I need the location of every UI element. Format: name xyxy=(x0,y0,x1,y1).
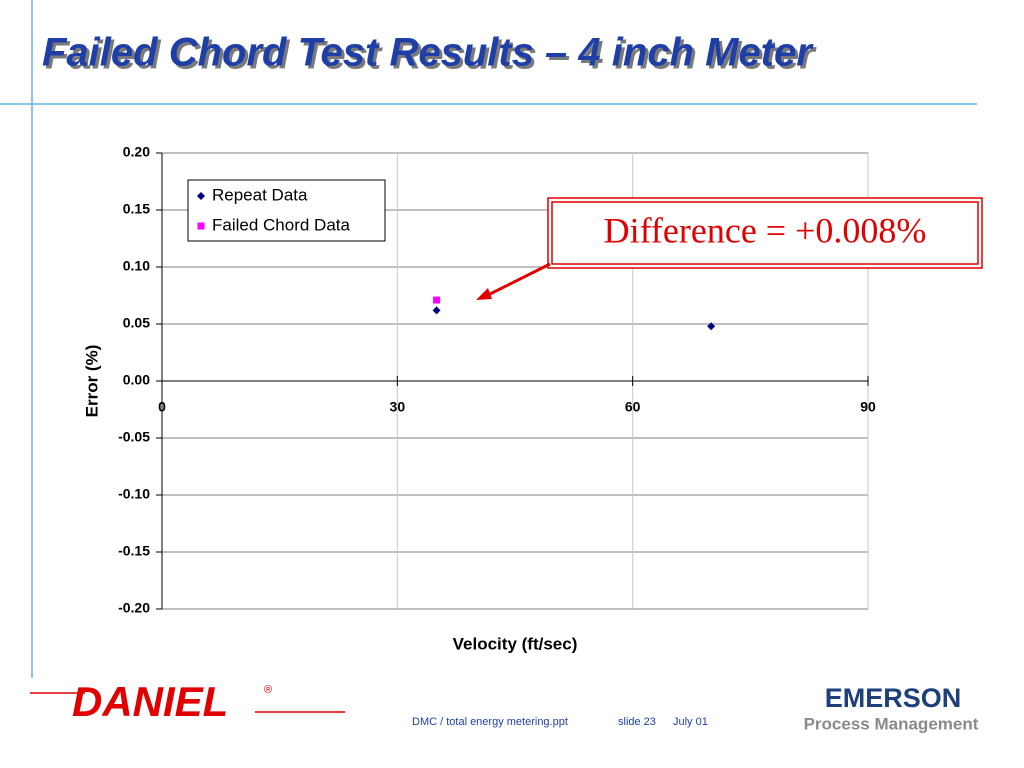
footer-date: July 01 xyxy=(673,716,708,728)
annotation-box xyxy=(547,197,983,269)
y-axis-title: Error (%) xyxy=(82,345,101,418)
y-tick-label: 0.20 xyxy=(123,144,150,160)
x-tick-label: 60 xyxy=(625,399,641,415)
y-tick-label: 0.05 xyxy=(123,315,150,331)
y-tick-label: -0.05 xyxy=(118,429,150,445)
annotation: Difference = +0.008% xyxy=(604,210,927,250)
y-tick-label: 0.15 xyxy=(123,201,150,217)
legend-label: Failed Chord Data xyxy=(212,215,351,234)
emerson-sub: Process Management xyxy=(804,714,979,733)
legend-label: Repeat Data xyxy=(212,185,308,204)
x-axis-title: Velocity (ft/sec) xyxy=(453,634,578,653)
slide-title: Failed Chord Test Results – 4 inch Meter xyxy=(42,31,814,75)
y-tick-label: -0.20 xyxy=(118,600,150,616)
chart: 0.20 0.15 0.10 0.05 0.00 -0.05 -0.10 -0.15 -0.20… xyxy=(118,144,876,616)
y-tick-label: 0.00 xyxy=(123,372,150,388)
registered-mark: ® xyxy=(264,684,272,696)
legend-marker xyxy=(197,222,205,230)
y-tick-label: -0.15 xyxy=(118,543,150,559)
point xyxy=(433,296,441,304)
emerson-logo: EMERSON xyxy=(825,683,962,713)
annotation-arrow xyxy=(483,262,551,299)
annotation-box-inner xyxy=(551,201,979,265)
footer-file: DMC / total energy metering.ppt xyxy=(412,716,568,728)
daniel-logo: DANIEL xyxy=(72,678,228,725)
arrow-head xyxy=(476,288,492,300)
point xyxy=(432,306,441,315)
legend-marker xyxy=(197,192,205,200)
title-shadow: Failed Chord Test Results – 4 inch Meter xyxy=(45,34,817,78)
legend xyxy=(187,179,386,242)
point xyxy=(707,322,716,331)
x-tick-label: 30 xyxy=(390,399,406,415)
y-tick-label: 0.10 xyxy=(123,258,150,274)
y-tick-label: -0.10 xyxy=(118,486,150,502)
x-tick-label: 90 xyxy=(860,399,876,415)
footer-slide: slide 23 xyxy=(618,716,656,728)
